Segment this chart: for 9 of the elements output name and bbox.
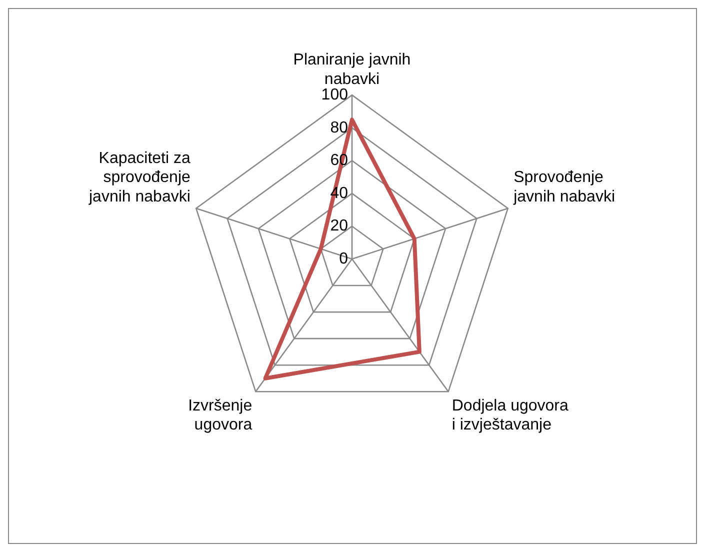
y-tick-label: 20: [330, 218, 348, 235]
spoke-label: Sprovođenje javnih nabavki: [512, 169, 616, 206]
y-tick-label: 100: [321, 86, 348, 104]
spoke-label: Planiranje javnih nabavki: [293, 52, 411, 88]
y-tick-label: 0: [339, 250, 348, 268]
y-tick-label: 80: [330, 119, 348, 136]
spoke-label: Kapaciteti za sprovođenje javnih nabavki: [88, 150, 190, 206]
spoke-label: Dodjela ugovora i izvještavanje: [452, 397, 568, 434]
spoke-label: Izvršenje ugovora: [188, 397, 252, 434]
